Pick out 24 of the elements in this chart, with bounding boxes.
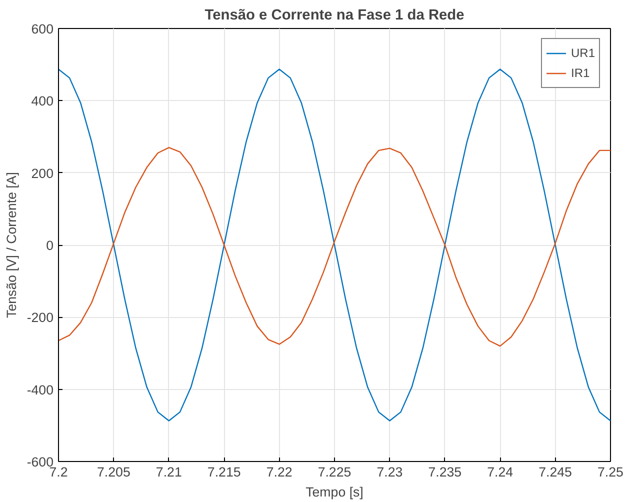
x-tick-label: 7.22 — [266, 464, 292, 480]
x-tick-label: 7.21 — [156, 464, 182, 480]
x-tick-label: 7.225 — [318, 464, 352, 480]
y-tick-label: 200 — [31, 166, 54, 181]
x-tick-label: 7.205 — [97, 464, 130, 480]
y-tick-label: -200 — [26, 310, 54, 326]
x-tick-label: 7.245 — [538, 464, 572, 480]
line-series — [58, 146, 610, 347]
legend-label: IR1 — [570, 66, 591, 80]
legend-label: UR1 — [570, 46, 595, 60]
x-tick-label: 7.235 — [428, 464, 462, 480]
x-tick-label: 7.23 — [376, 464, 403, 480]
y-tick-label: 0 — [46, 238, 54, 253]
chart-title: Tensão e Corrente na Fase 1 da Rede — [204, 8, 464, 24]
y-tick-label: -600 — [26, 454, 54, 470]
y-tick-label: 600 — [31, 22, 54, 36]
y-tick-label: 400 — [31, 94, 54, 109]
x-tick-label: 7.25 — [598, 464, 624, 480]
x-tick-label: 7.215 — [207, 464, 241, 480]
y-tick-label: -400 — [26, 382, 54, 398]
x-axis-title: Tempo [s] — [306, 484, 364, 500]
y-axis-title: Tensão [V] / Corrente [A] — [4, 172, 19, 318]
line-series — [58, 68, 610, 422]
x-tick-label: 7.24 — [487, 464, 514, 480]
